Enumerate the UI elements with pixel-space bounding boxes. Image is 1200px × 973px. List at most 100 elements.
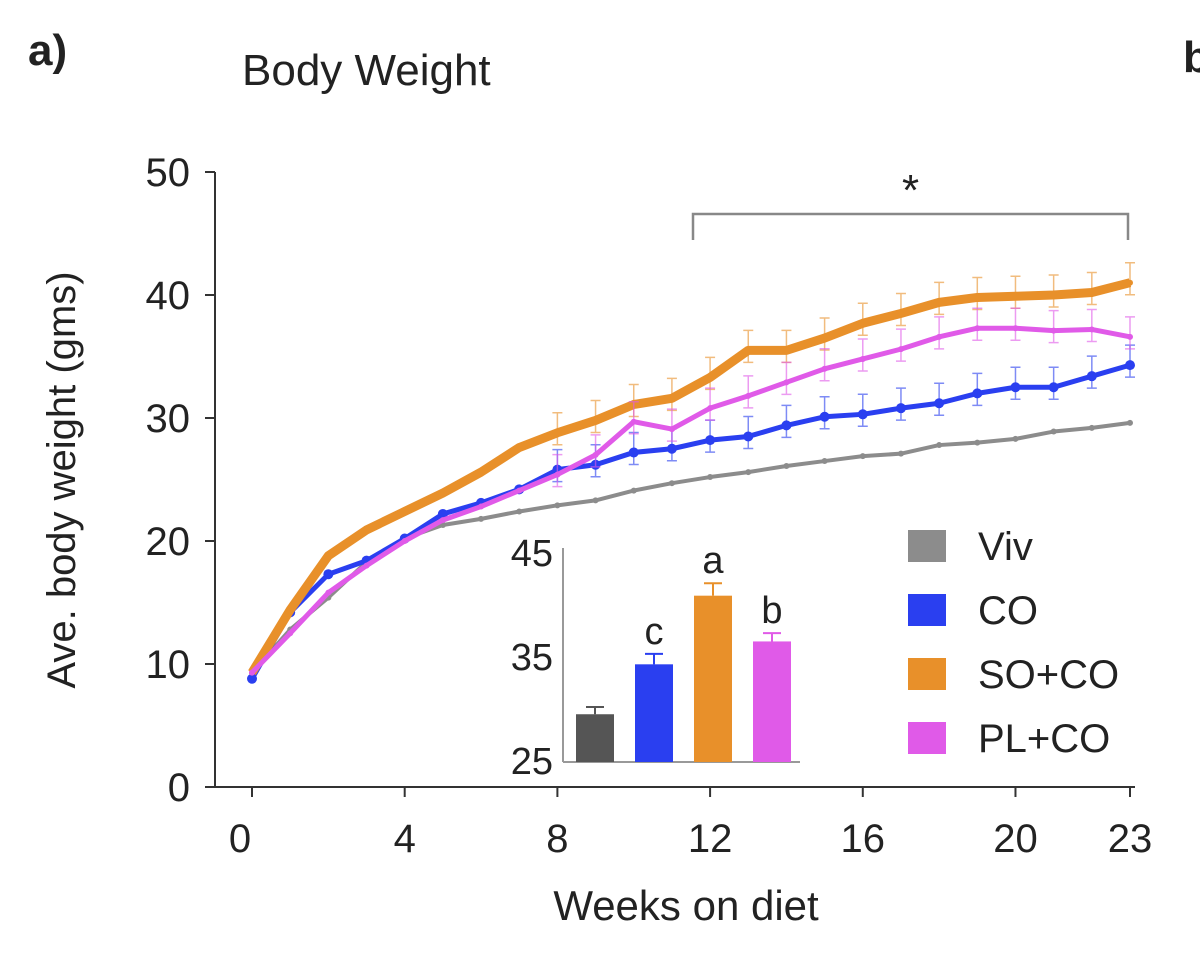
series-so-co: [248, 261, 1135, 676]
data-point: [247, 673, 257, 684]
error-bar: [590, 434, 601, 468]
error-bar: [934, 281, 945, 316]
data-point: [478, 469, 485, 476]
data-point: [249, 669, 255, 676]
data-point: [478, 503, 485, 510]
y-axis-label: Ave. body weight (gms): [40, 271, 84, 688]
data-point: [897, 346, 904, 353]
error-bar: [1048, 309, 1059, 344]
error-bar: [628, 400, 639, 435]
data-point: [1127, 279, 1133, 286]
error-bar: [1086, 308, 1097, 343]
data-point: [1010, 382, 1021, 393]
data-point: [666, 443, 677, 454]
data-point: [743, 431, 754, 442]
series-line: [250, 325, 1131, 675]
data-point: [819, 411, 830, 422]
x-tick-label: 0: [229, 817, 251, 861]
data-point: [516, 444, 523, 451]
data-point: [859, 355, 866, 362]
inset-bar: [635, 664, 673, 762]
data-point: [630, 418, 637, 425]
data-point: [1088, 424, 1095, 431]
data-point: [1127, 419, 1133, 426]
y-tick-label: 20: [146, 520, 191, 564]
data-point: [705, 435, 716, 446]
data-point: [1050, 428, 1057, 435]
data-point: [783, 347, 790, 354]
data-point: [781, 420, 792, 431]
inset-bar-label: a: [702, 540, 724, 582]
x-tick-label: 23: [1108, 817, 1153, 861]
error-bar: [1048, 274, 1059, 308]
data-point: [974, 294, 981, 301]
data-point: [668, 480, 675, 487]
inset-y-tick-label: 35: [511, 637, 553, 679]
error-bar: [1086, 271, 1097, 306]
data-point: [745, 469, 752, 476]
data-point: [1125, 360, 1135, 371]
data-point: [1088, 326, 1095, 333]
data-point: [783, 462, 790, 469]
data-point: [972, 388, 983, 399]
legend-item: CO: [908, 589, 1038, 633]
y-tick-label: 40: [146, 274, 191, 318]
error-bar: [819, 348, 830, 382]
data-point: [895, 403, 906, 414]
data-point: [478, 515, 485, 522]
significance-marker: *: [902, 166, 919, 215]
legend-swatch: [908, 530, 946, 562]
data-point: [668, 395, 675, 402]
data-point: [401, 538, 408, 544]
data-point: [1012, 435, 1019, 442]
data-point: [401, 508, 408, 515]
inset-bar-label: b: [761, 590, 782, 632]
inset-error-bar: [586, 705, 604, 715]
error-bar: [857, 302, 868, 337]
error-bar: [1125, 261, 1135, 296]
data-point: [554, 502, 561, 509]
data-point: [897, 450, 904, 457]
y-tick-label: 10: [146, 643, 191, 687]
data-point: [1012, 325, 1019, 332]
legend-swatch: [908, 658, 946, 690]
x-tick-label: 16: [841, 817, 886, 861]
error-bar: [781, 361, 792, 396]
data-point: [936, 333, 943, 340]
data-point: [897, 310, 904, 317]
legend-label: Viv: [978, 525, 1033, 569]
x-tick-label: 20: [993, 817, 1038, 861]
data-point: [554, 429, 561, 436]
data-point: [1127, 333, 1133, 340]
legend-label: CO: [978, 589, 1038, 633]
data-point: [821, 458, 828, 465]
data-point: [592, 417, 599, 424]
data-point: [323, 569, 334, 580]
error-bar: [972, 307, 983, 341]
data-point: [630, 487, 637, 494]
data-point: [707, 405, 714, 412]
x-tick-label: 8: [546, 817, 568, 861]
data-point: [859, 453, 866, 460]
error-bar: [590, 399, 601, 434]
data-point: [363, 526, 370, 533]
legend-label: PL+CO: [978, 717, 1110, 761]
error-bar: [552, 453, 563, 488]
legend-swatch: [908, 722, 946, 754]
data-point: [1012, 293, 1019, 300]
data-point: [707, 374, 714, 381]
error-bar: [552, 412, 563, 446]
error-bar: [743, 329, 754, 364]
data-point: [1048, 382, 1059, 393]
legend-label: SO+CO: [978, 653, 1119, 697]
legend-item: SO+CO: [908, 653, 1119, 697]
data-point: [592, 497, 599, 504]
data-point: [554, 471, 561, 478]
x-axis-label: Weeks on diet: [553, 882, 819, 929]
next-panel-label: b: [1183, 33, 1200, 82]
data-point: [1086, 371, 1097, 382]
data-point: [325, 589, 332, 596]
error-bar: [1010, 307, 1021, 341]
data-point: [628, 447, 639, 458]
error-bar: [705, 387, 716, 421]
